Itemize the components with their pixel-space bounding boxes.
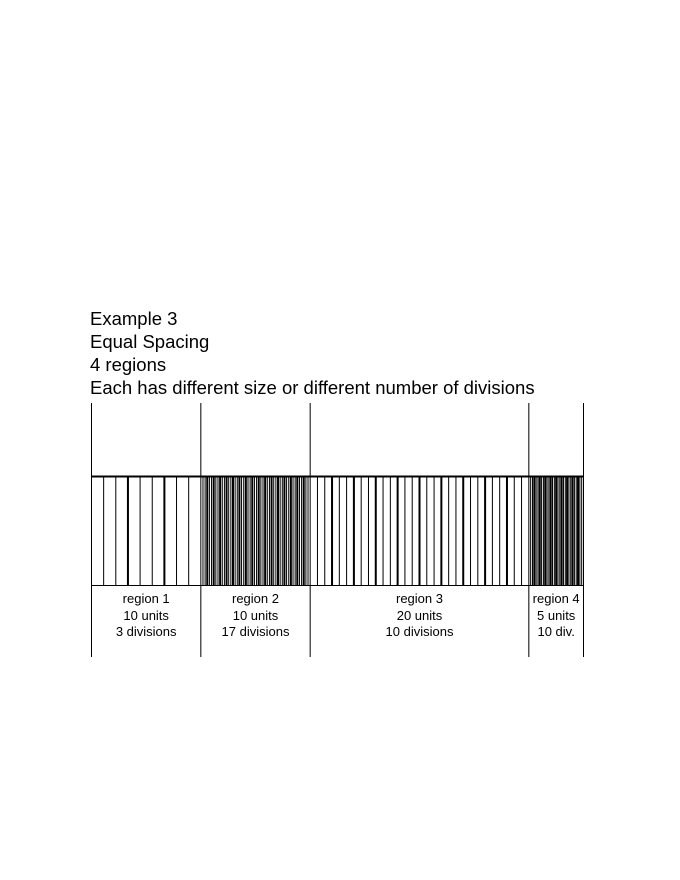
description: Each has different size or different num… [90, 377, 535, 398]
region-3-divisions: 10 divisions [386, 624, 454, 639]
region-2-label: region 2 [232, 591, 279, 606]
region-1-divisions: 3 divisions [116, 624, 177, 639]
region-2-units: 10 units [233, 608, 279, 623]
spacing-type: Equal Spacing [90, 331, 210, 352]
region-4-units: 5 units [537, 608, 576, 623]
region-3-units: 20 units [397, 608, 443, 623]
region-2-divisions: 17 divisions [222, 624, 290, 639]
region-1-units: 10 units [123, 608, 169, 623]
region-1-label: region 1 [123, 591, 170, 606]
diagram-heading: Example 3 Equal Spacing 4 regions Each h… [90, 307, 535, 399]
region-4-divisions: 10 div. [537, 624, 574, 639]
region-4-label: region 4 [533, 591, 580, 606]
region-count: 4 regions [90, 354, 167, 375]
region-3-label: region 3 [396, 591, 443, 606]
example-title: Example 3 [90, 308, 178, 329]
